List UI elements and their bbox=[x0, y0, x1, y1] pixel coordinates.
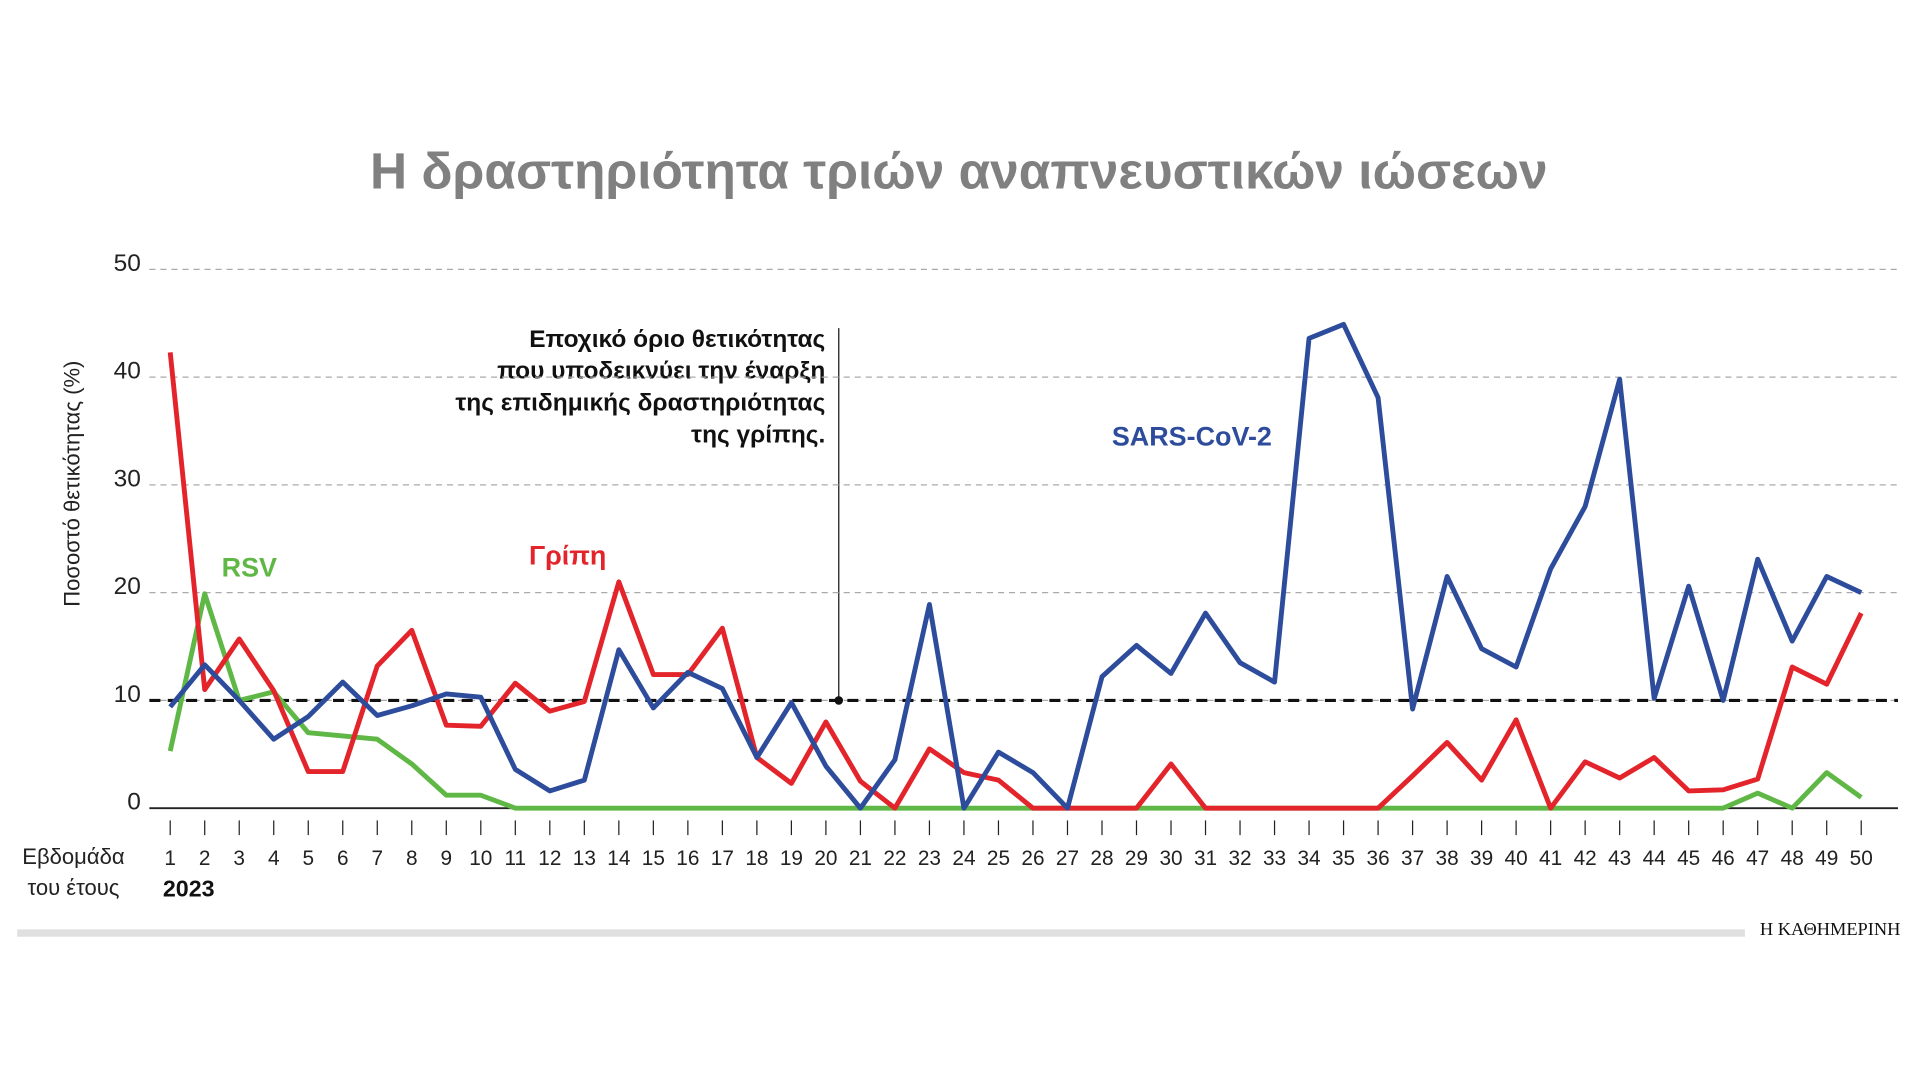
y-tick-label: 20 bbox=[114, 573, 141, 600]
x-axis-label: του έτους bbox=[27, 875, 119, 900]
x-tick-label: 33 bbox=[1263, 847, 1286, 870]
x-tick-label: 8 bbox=[406, 847, 418, 870]
y-axis-label: Ποσοστό θετικότητας (%) bbox=[59, 361, 84, 607]
x-tick-label: 46 bbox=[1712, 847, 1735, 870]
x-tick-label: 12 bbox=[538, 847, 561, 870]
chart-title: Η δραστηριότητα τριών αναπνευστικών ιώσε… bbox=[370, 142, 1548, 200]
x-tick-label: 39 bbox=[1470, 847, 1493, 870]
y-tick-label: 40 bbox=[114, 358, 141, 385]
source: Η ΚΑΘΗΜΕΡΙΝΗ bbox=[1760, 919, 1901, 939]
x-tick-label: 7 bbox=[371, 847, 383, 870]
x-tick-label: 15 bbox=[642, 847, 665, 870]
x-tick-label: 14 bbox=[607, 847, 630, 870]
x-tick-label: 37 bbox=[1401, 847, 1424, 870]
x-tick-label: 47 bbox=[1746, 847, 1769, 870]
x-tick-label: 35 bbox=[1332, 847, 1355, 870]
x-tick-label: 4 bbox=[268, 847, 280, 870]
x-tick-label: 20 bbox=[814, 847, 837, 870]
x-tick-label: 49 bbox=[1815, 847, 1838, 870]
x-tick-label: 11 bbox=[505, 847, 527, 870]
x-tick-label: 44 bbox=[1643, 847, 1666, 870]
x-tick-label: 36 bbox=[1367, 847, 1390, 870]
x-tick-label: 17 bbox=[711, 847, 734, 870]
x-tick-label: 9 bbox=[441, 847, 453, 870]
x-tick-label: 21 bbox=[849, 847, 872, 870]
y-tick-label: 50 bbox=[114, 250, 141, 277]
x-axis-label: Εβδομάδα bbox=[22, 844, 125, 869]
x-tick-label: 18 bbox=[745, 847, 768, 870]
x-tick-label: 40 bbox=[1505, 847, 1528, 870]
x-tick-label: 19 bbox=[780, 847, 803, 870]
x-tick-label: 1 bbox=[164, 847, 176, 870]
x-tick-label: 24 bbox=[952, 847, 975, 870]
x-tick-label: 23 bbox=[918, 847, 941, 870]
x-tick-label: 48 bbox=[1781, 847, 1804, 870]
x-tick-label: 13 bbox=[573, 847, 596, 870]
annotation-dot bbox=[834, 696, 844, 705]
x-tick-label: 34 bbox=[1297, 847, 1320, 870]
x-tick-label: 2 bbox=[199, 847, 211, 870]
x-tick-label: 50 bbox=[1850, 847, 1873, 870]
x-tick-label: 32 bbox=[1228, 847, 1251, 870]
x-tick-label: 16 bbox=[676, 847, 699, 870]
x-tick-label: 29 bbox=[1125, 847, 1148, 870]
x-tick-label: 45 bbox=[1677, 847, 1700, 870]
x-tick-label: 41 bbox=[1539, 847, 1562, 870]
x-tick-label: 25 bbox=[987, 847, 1010, 870]
x-tick-label: 42 bbox=[1574, 847, 1597, 870]
annotation: της γρίπης. bbox=[691, 421, 825, 448]
annotation: Εποχικό όριο θετικότητας bbox=[529, 326, 825, 353]
series-label: RSV bbox=[222, 552, 277, 582]
annotation: της επιδημικής δραστηριότητας bbox=[455, 390, 825, 417]
year-label: 2023 bbox=[163, 875, 215, 901]
x-tick-label: 26 bbox=[1021, 847, 1044, 870]
x-tick-label: 6 bbox=[337, 847, 349, 870]
series-label: SARS-CoV-2 bbox=[1112, 421, 1272, 451]
x-tick-label: 30 bbox=[1159, 847, 1182, 870]
series-line bbox=[167, 352, 1864, 811]
footer-bar bbox=[17, 929, 1745, 937]
y-tick-label: 10 bbox=[114, 681, 141, 708]
x-tick-label: 27 bbox=[1056, 847, 1079, 870]
x-tick-label: 3 bbox=[233, 847, 245, 870]
y-tick-label: 30 bbox=[114, 465, 141, 492]
x-tick-label: 5 bbox=[302, 847, 314, 870]
series-line bbox=[167, 591, 1863, 811]
x-tick-label: 43 bbox=[1608, 847, 1631, 870]
x-tick-label: 38 bbox=[1436, 847, 1459, 870]
x-tick-label: 28 bbox=[1090, 847, 1113, 870]
x-tick-label: 22 bbox=[883, 847, 906, 870]
series-label: Γρίπη bbox=[529, 540, 606, 570]
y-tick-label: 0 bbox=[127, 789, 141, 816]
annotation: που υποδεικνύει την έναρξη bbox=[497, 358, 825, 385]
x-tick-label: 31 bbox=[1194, 847, 1217, 870]
x-tick-label: 10 bbox=[469, 847, 492, 870]
series-line bbox=[168, 321, 1863, 811]
